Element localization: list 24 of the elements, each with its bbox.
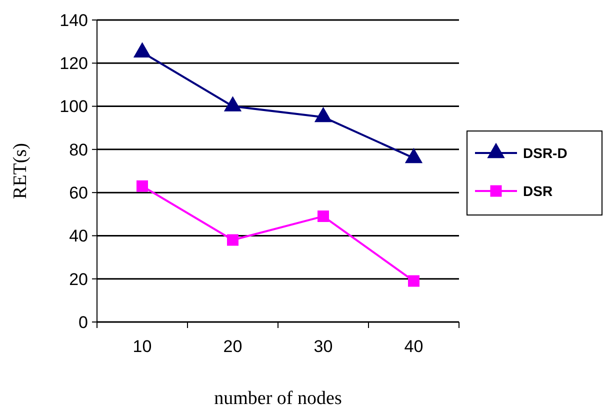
y-tick-label: 40 bbox=[69, 226, 88, 246]
y-tick-label: 100 bbox=[60, 97, 88, 116]
point bbox=[318, 210, 329, 222]
point bbox=[134, 42, 151, 58]
y-tick-label: 0 bbox=[78, 312, 88, 332]
x-tick-label: 20 bbox=[223, 337, 242, 356]
x-tick-label: 10 bbox=[132, 337, 152, 356]
y-tick-label: 20 bbox=[69, 270, 88, 289]
point bbox=[408, 275, 420, 287]
y-tick-label: 120 bbox=[60, 54, 88, 74]
y-tick-label: 60 bbox=[69, 184, 88, 203]
x-tick-label: 40 bbox=[404, 337, 424, 356]
y-tick-label: 140 bbox=[60, 10, 88, 30]
y-tick-label: 80 bbox=[69, 140, 88, 160]
point bbox=[314, 107, 332, 122]
legend-label: DSR bbox=[523, 182, 553, 199]
point bbox=[224, 96, 242, 112]
y-axis-title: RET(s) bbox=[10, 143, 31, 199]
x-axis-title: number of nodes bbox=[214, 388, 342, 409]
x-tick-label: 30 bbox=[314, 337, 333, 356]
legend-label: DSR-D bbox=[523, 144, 568, 161]
point bbox=[227, 234, 238, 246]
point bbox=[136, 180, 148, 192]
point bbox=[405, 148, 422, 164]
